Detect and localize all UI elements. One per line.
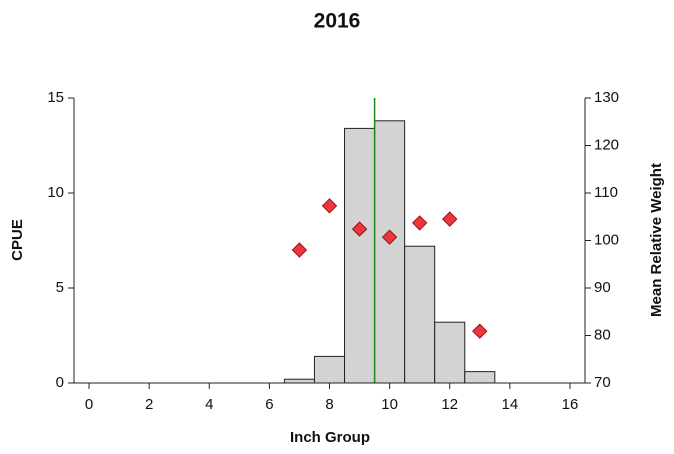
bar [344, 127, 376, 384]
y2-tick-label: 80 [594, 326, 611, 343]
x-tick-label: 8 [325, 396, 333, 413]
x-tick-label: 12 [441, 396, 458, 413]
x-tick-label: 16 [562, 396, 579, 413]
y-tick-label: 10 [47, 184, 64, 201]
bar [464, 371, 496, 384]
x-tick-label: 4 [205, 396, 213, 413]
y-tick-label: 15 [47, 89, 64, 106]
x-tick-label: 14 [502, 396, 519, 413]
point [351, 221, 368, 237]
point [411, 215, 428, 231]
point [321, 198, 338, 214]
x-tick-label: 10 [381, 396, 398, 413]
point [291, 242, 308, 258]
y2-tick-label: 130 [594, 89, 619, 106]
bar [374, 120, 406, 384]
y2-axis-label: Mean Relative Weight [648, 163, 665, 317]
bar [404, 245, 436, 384]
chart-title: 2016 [314, 10, 361, 33]
y2-tick-label: 100 [594, 231, 619, 248]
x-tick-label: 2 [145, 396, 153, 413]
x-axis-label: Inch Group [290, 429, 370, 446]
point [442, 211, 458, 227]
y-tick-label: 5 [56, 279, 64, 296]
y2-tick-label: 90 [594, 279, 611, 296]
point [381, 229, 398, 245]
x-tick-label: 0 [85, 396, 93, 413]
bar [283, 378, 315, 384]
y-tick-label: 0 [56, 374, 64, 391]
y2-tick-label: 120 [594, 136, 619, 153]
y2-tick-label: 70 [594, 374, 611, 391]
point [472, 323, 488, 339]
bar [434, 321, 466, 384]
x-tick-label: 6 [265, 396, 273, 413]
y-axis-label: CPUE [9, 219, 26, 261]
y2-tick-label: 110 [594, 184, 618, 201]
bar [313, 355, 346, 384]
